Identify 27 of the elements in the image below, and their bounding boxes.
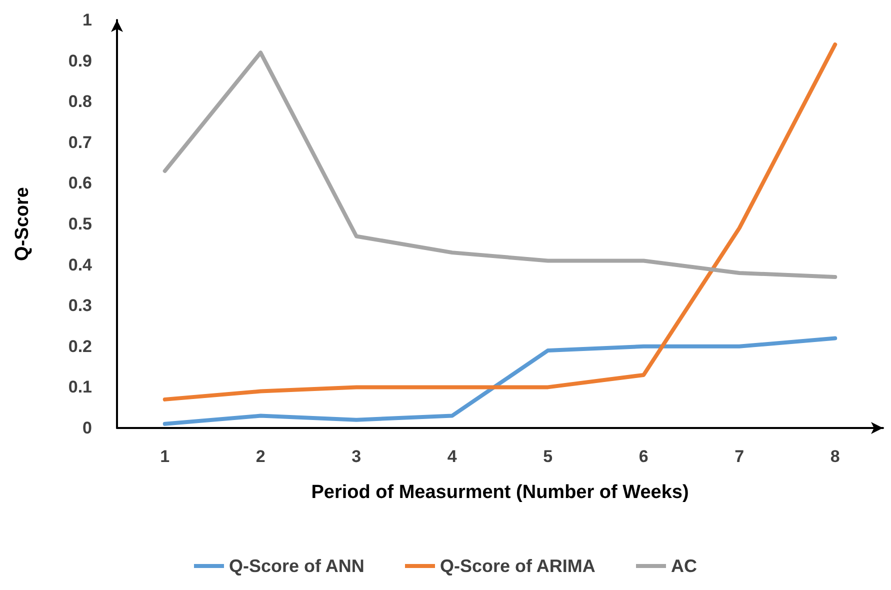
x-tick-label: 1 <box>160 447 170 466</box>
x-axis-title: Period of Measurment (Number of Weeks) <box>311 482 689 503</box>
y-tick-label: 0.3 <box>68 296 92 316</box>
line-series <box>162 50 838 280</box>
y-tick-label: 0.5 <box>68 214 92 234</box>
y-tick-label: 1 <box>82 10 92 30</box>
x-tick-label: 2 <box>256 447 266 466</box>
y-tick-label: 0.1 <box>68 378 92 397</box>
legend-label: Q-Score of ANN <box>228 556 364 576</box>
y-tick-label: 0.8 <box>68 92 92 112</box>
x-tick-label: 4 <box>447 447 458 466</box>
y-tick-label: 0.4 <box>68 255 93 274</box>
x-tick-label: 8 <box>830 447 840 466</box>
legend-label: AC <box>671 556 698 576</box>
y-tick-label: 0.2 <box>68 336 92 356</box>
y-tick-label: 0.6 <box>68 174 92 193</box>
x-tick-label: 6 <box>638 447 648 466</box>
line-series <box>162 336 838 426</box>
x-tick-label: 7 <box>734 447 744 466</box>
y-tick-label: 0.9 <box>68 51 92 70</box>
x-tick-label: 5 <box>543 447 553 466</box>
line-series <box>162 42 838 402</box>
legend-label: Q-Score of ARIMA <box>440 556 596 576</box>
y-axis-title: Q-Score <box>12 187 33 261</box>
x-tick-label: 3 <box>352 447 362 466</box>
y-tick-label: 0.7 <box>68 132 92 152</box>
y-tick-label: 0 <box>82 418 92 438</box>
